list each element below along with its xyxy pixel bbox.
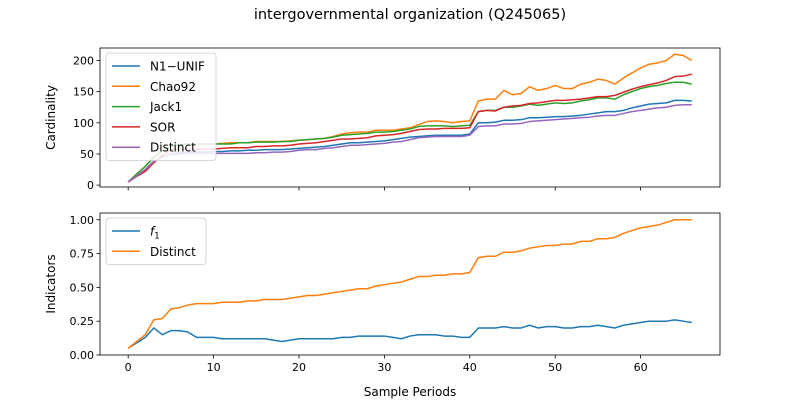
y-axis-label: Cardinality [44, 85, 58, 150]
y-tick-label: 0.00 [70, 349, 95, 362]
x-tick-label: 20 [292, 361, 306, 374]
series-line-jack1 [127, 81, 692, 183]
x-tick-label: 10 [207, 361, 221, 374]
series-lines [127, 219, 692, 349]
figure-title: intergovernmental organization (Q245065) [254, 7, 566, 23]
axes-frame [99, 47, 721, 188]
y-tick-label: 0 [87, 179, 94, 192]
indicators-panel: 0 10 20 30 40 50 60 0.00 0.25 0.50 0.75 1.00 Indicat… [44, 212, 721, 374]
cardinality-panel: 0 50 100 150 200 Cardinality N1−UNIF Chao92 Jack… [44, 47, 721, 192]
legend-label: Distinct [150, 245, 196, 259]
series-line-f1 [127, 319, 692, 349]
series-line-n1-unif [127, 99, 692, 183]
y-tick-label: 0.25 [70, 315, 95, 328]
series-line-distinct [127, 219, 692, 349]
x-tick-label: 0 [125, 361, 132, 374]
x-tick-label: 30 [377, 361, 391, 374]
x-tick-label: 60 [634, 361, 648, 374]
x-tick-label: 40 [463, 361, 477, 374]
y-tick-label: 1.00 [70, 214, 95, 227]
legend-box [105, 217, 207, 265]
series-line-distinct [127, 103, 692, 183]
y-axis-label: Indicators [44, 254, 58, 313]
y-tick-label: 200 [73, 54, 94, 67]
x-tick-label: 50 [548, 361, 562, 374]
axes-frame [99, 212, 721, 356]
legend-label: f1 [150, 225, 160, 242]
y-tick-label: 50 [80, 148, 94, 161]
legend: f1 Distinct [105, 217, 207, 265]
legend: N1−UNIF Chao92 Jack1 SOR Distinct [105, 52, 217, 161]
legend-label: Distinct [150, 141, 196, 155]
y-tick-label: 150 [73, 86, 94, 99]
legend-box [105, 52, 217, 161]
y-tick-label: 100 [73, 117, 94, 130]
legend-label-subscript: 1 [154, 232, 159, 242]
y-tick-label: 0.75 [70, 248, 95, 261]
legend-label: Chao92 [150, 80, 196, 94]
legend-label-main: f [150, 225, 156, 239]
legend-label: N1−UNIF [150, 60, 205, 74]
y-tick-label: 0.50 [70, 281, 95, 294]
series-lines [127, 53, 693, 183]
series-line-sor [127, 73, 692, 183]
x-axis-label: Sample Periods [364, 385, 456, 399]
legend-label: Jack1 [149, 100, 182, 114]
legend-label: SOR [150, 120, 175, 134]
